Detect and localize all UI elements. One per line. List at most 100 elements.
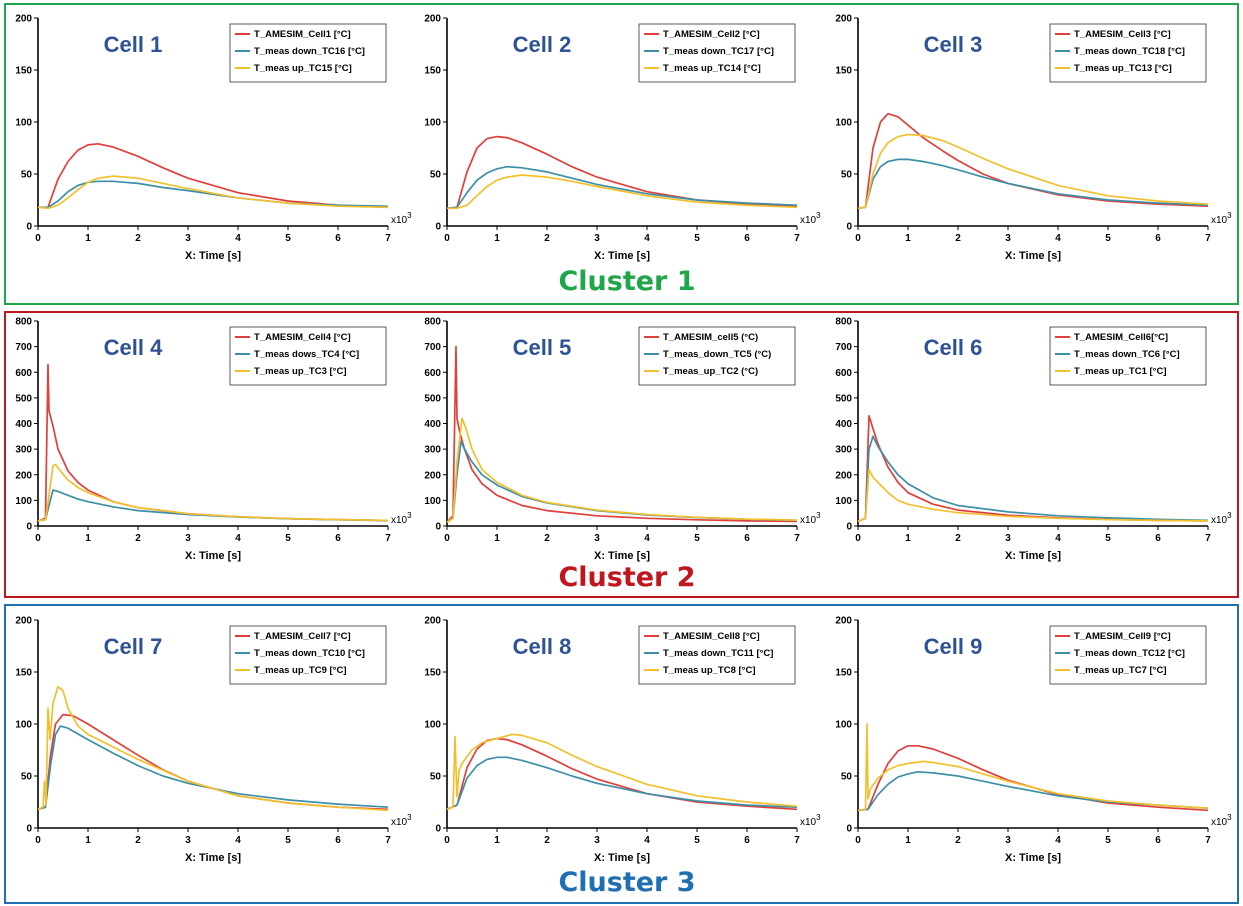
cell-title: Cell 4	[104, 335, 163, 360]
x-tick-label: 2	[135, 233, 141, 244]
y-tick-label: 0	[26, 824, 32, 835]
x-axis-label: X: Time [s]	[185, 550, 241, 562]
x-multiplier-exponent: 3	[407, 511, 412, 520]
x-tick-label: 4	[1055, 835, 1061, 846]
x-tick-label: 7	[1205, 233, 1211, 244]
y-tick-label: 100	[15, 496, 32, 507]
legend-box	[229, 23, 387, 83]
y-tick-label: 600	[835, 368, 852, 379]
x-tick-label: 2	[135, 533, 141, 544]
y-tick-label: 600	[424, 368, 441, 379]
series-line-3	[857, 133, 1209, 210]
x-tick-label: 0	[444, 233, 450, 244]
legend-label: T_AMESIM_Cell6[°C]	[1074, 332, 1168, 343]
legend: T_AMESIM_Cell4 [°C] T_meas dows_TC4 [°C] T…	[229, 326, 387, 386]
legend: T_AMESIM_Cell9 [°C] T_meas down_TC12 [°C]…	[1049, 625, 1207, 685]
y-tick-label: 150	[835, 66, 852, 77]
x-tick-label: 5	[285, 533, 291, 544]
x-multiplier-label: x103	[800, 813, 821, 828]
y-tick-label: 200	[424, 14, 441, 25]
x-tick-label: 3	[594, 233, 600, 244]
legend-box	[638, 625, 796, 685]
y-tick-label: 150	[424, 66, 441, 77]
x-multiplier-label: x103	[391, 511, 412, 526]
x-tick-label: 6	[335, 533, 341, 544]
x-tick-label: 7	[385, 835, 391, 846]
legend-label: T_meas_up_TC2 (°C)	[663, 366, 758, 377]
y-tick-label: 0	[26, 522, 32, 533]
x-multiplier-exponent: 3	[816, 211, 821, 220]
x-tick-label: 7	[1205, 533, 1211, 544]
x-axis-label: X: Time [s]	[185, 250, 241, 262]
x-multiplier-label: x103	[1211, 813, 1232, 828]
y-tick-label: 0	[435, 222, 441, 233]
y-tick-label: 0	[435, 824, 441, 835]
x-tick-label: 0	[855, 533, 861, 544]
y-tick-label: 100	[424, 496, 441, 507]
x-tick-label: 2	[544, 533, 550, 544]
y-tick-label: 800	[15, 317, 32, 328]
x-multiplier-label: x103	[800, 511, 821, 526]
y-tick-label: 200	[835, 470, 852, 481]
y-tick-label: 200	[15, 470, 32, 481]
y-tick-label: 50	[430, 772, 442, 783]
cell-title: Cell 9	[924, 634, 983, 659]
series-line-3	[447, 174, 798, 210]
y-tick-label: 300	[15, 445, 32, 456]
x-tick-label: 5	[694, 233, 700, 244]
legend-label: T_AMESIM_cell5 (°C)	[663, 332, 758, 343]
x-tick-label: 0	[855, 233, 861, 244]
x-axis-label: X: Time [s]	[185, 852, 241, 864]
x-tick-label: 7	[794, 835, 800, 846]
x-axis-label: X: Time [s]	[1005, 852, 1061, 864]
legend-label: T_meas dows_TC4 [°C]	[254, 349, 359, 360]
x-tick-label: 0	[444, 835, 450, 846]
cluster-3-label: Cluster 3	[558, 867, 696, 898]
x-multiplier-label: x103	[1211, 511, 1232, 526]
legend-label: T_meas down_TC16 [°C]	[254, 46, 365, 57]
legend-box	[229, 625, 387, 685]
x-multiplier-exponent: 3	[1227, 813, 1232, 822]
cell-title: Cell 1	[104, 32, 163, 57]
x-tick-label: 0	[35, 835, 41, 846]
y-tick-label: 200	[835, 14, 852, 25]
legend-label: T_meas up_TC7 [°C]	[1074, 665, 1167, 676]
y-tick-label: 100	[15, 720, 32, 731]
x-tick-label: 7	[385, 233, 391, 244]
x-tick-label: 4	[1055, 533, 1061, 544]
legend-label: T_AMESIM_Cell2 [°C]	[663, 29, 760, 40]
x-multiplier-exponent: 3	[407, 813, 412, 822]
x-tick-label: 3	[1005, 233, 1011, 244]
y-tick-label: 100	[835, 118, 852, 129]
series-line-1	[446, 737, 798, 811]
series-line-3	[37, 463, 389, 522]
legend-label: T_AMESIM_Cell3 [°C]	[1074, 29, 1171, 40]
y-tick-label: 300	[424, 445, 441, 456]
x-tick-label: 1	[494, 233, 500, 244]
x-tick-label: 5	[694, 835, 700, 846]
y-tick-label: 50	[21, 170, 33, 181]
x-axis-label: X: Time [s]	[594, 852, 650, 864]
series-line-2	[446, 165, 798, 210]
x-tick-label: 5	[1105, 233, 1111, 244]
x-multiplier-label: x103	[391, 211, 412, 226]
y-tick-label: 700	[424, 342, 441, 353]
series-line-3	[37, 175, 389, 210]
x-tick-label: 4	[235, 233, 241, 244]
series-line-3	[37, 685, 389, 812]
x-tick-label: 5	[1105, 835, 1111, 846]
y-tick-label: 100	[424, 720, 441, 731]
x-tick-label: 4	[644, 835, 650, 846]
series-line-1	[37, 363, 389, 522]
legend-label: T_meas up_TC1 [°C]	[1074, 366, 1167, 377]
x-tick-label: 5	[694, 533, 700, 544]
y-tick-label: 500	[424, 393, 441, 404]
y-tick-label: 150	[15, 66, 32, 77]
series-line-3	[857, 723, 1209, 812]
x-tick-label: 0	[855, 835, 861, 846]
legend-label: T_meas up_TC9 [°C]	[254, 665, 347, 676]
x-tick-label: 4	[235, 835, 241, 846]
x-multiplier-exponent: 3	[816, 511, 821, 520]
x-tick-label: 2	[955, 233, 961, 244]
